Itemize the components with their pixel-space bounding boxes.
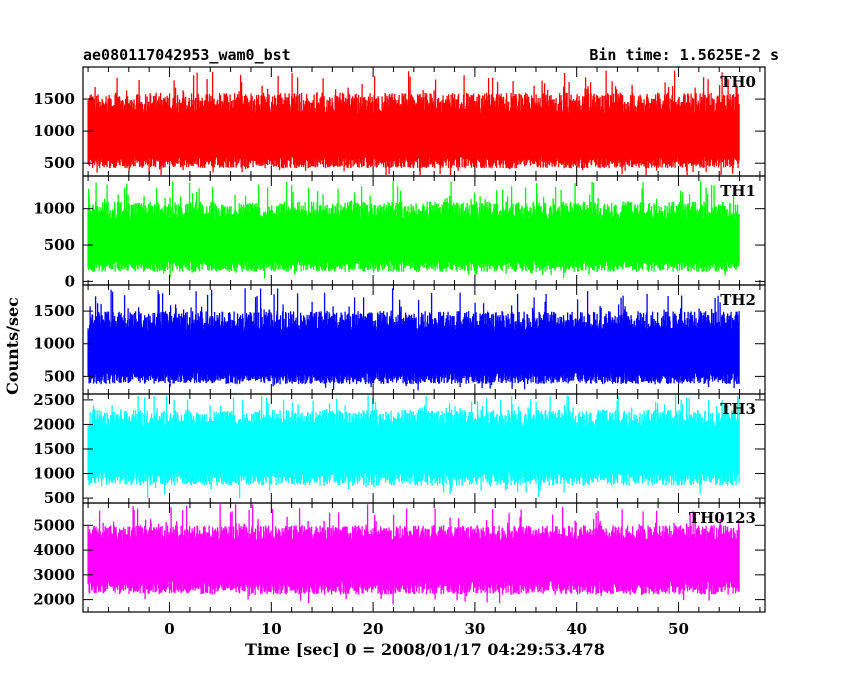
x-tick-label: 10 bbox=[261, 620, 282, 638]
series-th0123 bbox=[87, 504, 740, 605]
series-th3 bbox=[87, 395, 740, 498]
y-tick-label: 2000 bbox=[33, 415, 75, 433]
y-tick-label: 500 bbox=[44, 154, 75, 172]
y-tick-label: 0 bbox=[65, 272, 75, 290]
bin-time-label: Bin time: 1.5625E-2 s bbox=[589, 46, 779, 64]
series-label-th1: TH1 bbox=[720, 182, 756, 200]
series-th2 bbox=[87, 288, 740, 391]
y-tick-label: 500 bbox=[44, 367, 75, 385]
series-th1 bbox=[87, 181, 740, 279]
x-tick-label: 40 bbox=[566, 620, 587, 638]
series-label-th0: TH0 bbox=[720, 73, 756, 91]
y-tick-label: 2500 bbox=[33, 391, 75, 409]
x-tick-label: 20 bbox=[363, 620, 384, 638]
y-tick-label: 1000 bbox=[33, 122, 75, 140]
y-tick-label: 4000 bbox=[33, 541, 75, 559]
series-th0 bbox=[87, 70, 740, 175]
panel-th2: 500 1000 1500 TH2 bbox=[33, 284, 766, 395]
y-tick-label: 500 bbox=[44, 236, 75, 254]
y-tick-label: 1000 bbox=[33, 335, 75, 353]
panel-frame bbox=[82, 502, 766, 613]
y-tick-label: 500 bbox=[44, 489, 75, 507]
x-tick-label: 30 bbox=[464, 620, 485, 638]
y-tick-label: 5000 bbox=[33, 516, 75, 534]
y-axis-title: Counts/sec bbox=[3, 297, 22, 395]
panel-th0123: 2000 3000 4000 5000 TH0123 bbox=[33, 502, 766, 613]
panel-th0: 500 1000 1500 TH0 bbox=[33, 66, 766, 177]
x-tick-label: 0 bbox=[164, 620, 174, 638]
series-label-th3: TH3 bbox=[720, 400, 756, 418]
series-label-th0123: TH0123 bbox=[689, 509, 756, 527]
panel-th3: 500 1000 1500 2000 2500 TH3 bbox=[33, 391, 766, 507]
y-tick-label: 1500 bbox=[33, 90, 75, 108]
series-label-th2: TH2 bbox=[720, 291, 756, 309]
x-tick-label: 50 bbox=[668, 620, 689, 638]
y-tick-label: 1000 bbox=[33, 465, 75, 483]
x-axis-title: Time [sec] 0 = 2008/01/17 04:29:53.478 bbox=[245, 640, 605, 659]
y-tick-label: 2000 bbox=[33, 591, 75, 609]
chart-title: ae080117042953_wam0_bst bbox=[83, 46, 291, 64]
y-tick-label: 3000 bbox=[33, 566, 75, 584]
y-tick-label: 1000 bbox=[33, 200, 75, 218]
y-tick-label: 1500 bbox=[33, 302, 75, 320]
y-tick-label: 1500 bbox=[33, 440, 75, 458]
panel-th1: 0 500 1000 TH1 bbox=[33, 175, 766, 290]
panels: 50010001500TH005001000TH150010001500TH25… bbox=[33, 66, 766, 638]
